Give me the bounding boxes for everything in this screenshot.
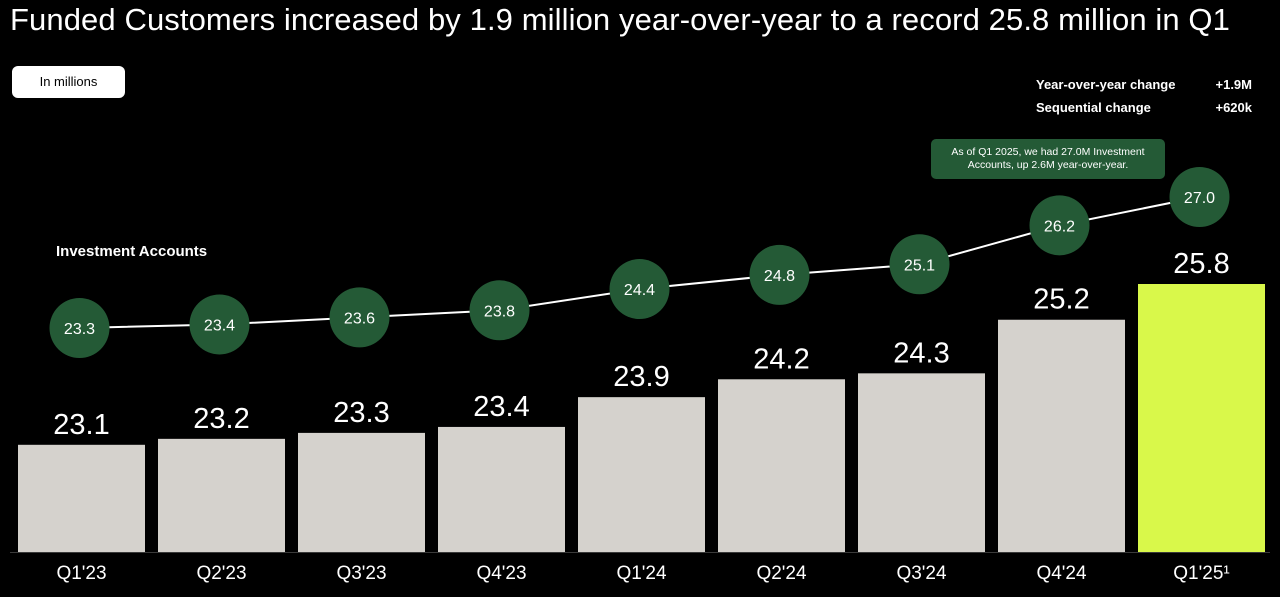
sequential-change-label: Sequential change (1036, 100, 1151, 115)
line-point-label: 24.8 (764, 268, 795, 285)
line-point (1029, 195, 1090, 256)
yoy-change-value: +1.9M (1215, 77, 1253, 92)
x-tick-label: Q1'23 (56, 563, 106, 584)
bar-value-label: 23.1 (53, 409, 109, 441)
bar (1138, 284, 1265, 552)
bar-value-label: 23.2 (193, 403, 249, 435)
change-summary: Year-over-year change +1.9M Sequential c… (1036, 76, 1252, 122)
bar-value-label: 24.3 (893, 337, 949, 369)
x-tick-label: Q2'24 (756, 563, 807, 584)
bar-value-label: 23.4 (473, 391, 529, 423)
units-badge: In millions (12, 66, 125, 98)
x-tick-label: Q3'24 (896, 563, 947, 584)
bar (998, 319, 1125, 552)
investment-accounts-callout: As of Q1 2025, we had 27.0M Investment A… (931, 139, 1165, 179)
bar (438, 426, 565, 552)
line-point (469, 280, 530, 341)
line-point-label: 26.2 (1044, 218, 1075, 235)
line-point (609, 259, 670, 320)
bar-value-label: 25.8 (1173, 248, 1229, 280)
x-tick-label: Q2'23 (196, 563, 246, 584)
bar-value-label: 23.3 (333, 397, 389, 429)
line-point-label: 23.6 (344, 310, 375, 327)
line-point-label: 23.3 (64, 321, 95, 338)
bar (718, 379, 845, 552)
x-tick-label: Q1'25¹ (1173, 563, 1229, 584)
line-point (329, 287, 390, 348)
yoy-change-label: Year-over-year change (1036, 77, 1176, 92)
bar (858, 373, 985, 552)
line-point (49, 298, 110, 358)
line-point (189, 294, 250, 355)
line-point (1169, 167, 1230, 227)
bar-value-label: 25.2 (1033, 284, 1089, 316)
line-point-label: 23.4 (204, 317, 235, 334)
x-tick-label: Q1'24 (616, 563, 667, 584)
x-tick-label: Q4'24 (1036, 563, 1087, 584)
bar-value-label: 23.9 (613, 361, 669, 393)
yoy-change-row: Year-over-year change +1.9M (1036, 76, 1252, 99)
bar-value-label: 24.2 (753, 343, 809, 375)
bar (158, 438, 285, 552)
line-point-label: 25.1 (904, 257, 935, 274)
x-tick-label: Q4'23 (476, 563, 526, 584)
line-point (749, 244, 810, 305)
investment-accounts-label: Investment Accounts (56, 243, 208, 260)
bar (578, 397, 705, 552)
sequential-change-row: Sequential change +620k (1036, 99, 1252, 122)
bar (18, 444, 145, 552)
line-point-label: 24.4 (624, 282, 655, 299)
sequential-change-value: +620k (1215, 100, 1252, 115)
line-point (889, 234, 950, 295)
x-tick-label: Q3'23 (336, 563, 386, 584)
bar (298, 432, 425, 552)
line-point-label: 23.8 (484, 303, 515, 320)
line-point-label: 27.0 (1184, 190, 1215, 207)
page-title: Funded Customers increased by 1.9 millio… (10, 2, 1230, 37)
